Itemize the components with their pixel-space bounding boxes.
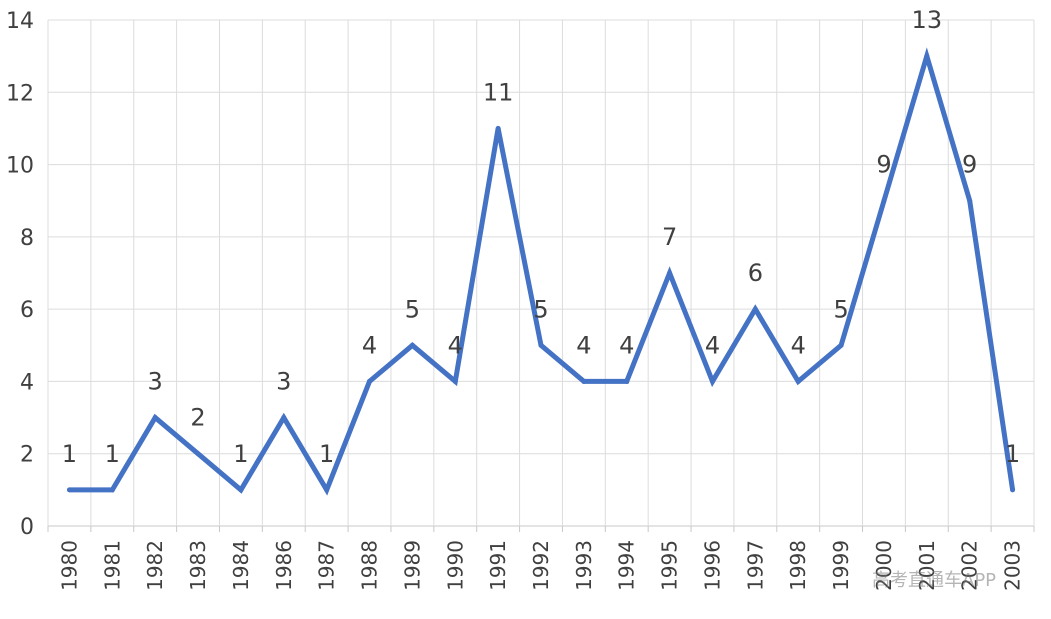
data-point [581,378,587,384]
data-point [795,378,801,384]
y-tick-label: 0 [20,515,34,540]
x-axis-ticks: 1980 1981 1982 1983 1984 1986 1987 1988 1989 1990… [57,540,1024,591]
x-tick-label: 2002 [958,540,982,591]
x-tick-label: 1997 [743,540,767,591]
data-label: 6 [748,259,763,287]
x-tick-label: 1987 [315,540,339,591]
data-point [924,53,930,59]
series-line [69,47,1016,496]
data-label: 2 [190,404,205,432]
data-label: 4 [791,331,806,359]
y-axis-ticks: 0 2 4 6 8 10 12 14 [6,9,34,540]
data-point [367,378,373,384]
x-tick-label: 1982 [143,540,167,591]
data-point [238,487,244,493]
x-tick-label: 2003 [1001,540,1025,591]
data-label: 11 [483,78,514,106]
x-tick-label: 1998 [786,540,810,591]
data-point [66,487,72,493]
data-point [752,306,758,312]
data-point [967,198,973,204]
x-tick-label: 1995 [658,540,682,591]
data-label: 1 [62,440,77,468]
y-tick-label: 12 [6,81,34,106]
x-tick-label: 1999 [829,540,853,591]
data-label: 7 [662,223,677,251]
x-tick-label: 1988 [358,540,382,591]
data-label: 5 [833,295,848,323]
data-point [409,342,415,348]
x-tick-label: 1984 [229,540,253,591]
y-tick-label: 4 [20,370,34,395]
y-tick-label: 10 [6,154,34,179]
data-point [109,487,115,493]
data-label: 3 [148,368,163,396]
data-label: 5 [533,295,548,323]
data-point [195,451,201,457]
data-label: 4 [619,331,634,359]
data-point [452,378,458,384]
data-point [667,270,673,276]
data-label: 4 [362,331,377,359]
data-point [1010,487,1016,493]
data-label: 9 [962,151,977,179]
x-tick-label: 2000 [872,540,896,591]
data-label: 1 [319,440,334,468]
data-point [624,378,630,384]
data-point [281,415,287,421]
x-tick-label: 1981 [100,540,124,591]
grid-lines [47,19,1035,532]
data-label: 13 [912,6,943,34]
data-point [538,342,544,348]
data-label: 1 [105,440,120,468]
y-tick-label: 14 [6,9,34,34]
data-point [324,487,330,493]
x-tick-label: 2001 [915,540,939,591]
y-tick-label: 8 [20,226,34,251]
data-label: 1 [233,440,248,468]
data-point [838,342,844,348]
data-label: 4 [576,331,591,359]
x-tick-label: 1994 [615,540,639,591]
x-tick-label: 1992 [529,540,553,591]
data-label: 1 [1005,440,1020,468]
series-group [66,47,1016,496]
x-tick-label: 1993 [572,540,596,591]
y-tick-label: 2 [20,443,34,468]
data-label: 5 [405,295,420,323]
x-tick-label: 1996 [700,540,724,591]
watermark-text: 高考直通车APP [872,570,997,591]
data-point [881,198,887,204]
data-label: 9 [876,151,891,179]
x-tick-label: 1983 [186,540,210,591]
y-tick-label: 6 [20,298,34,323]
x-tick-label: 1989 [400,540,424,591]
data-label: 4 [705,331,720,359]
data-point [495,125,501,131]
data-label: 4 [448,331,463,359]
data-label: 3 [276,368,291,396]
data-point [152,415,158,421]
x-tick-label: 1991 [486,540,510,591]
x-tick-label: 1980 [57,540,81,591]
x-tick-label: 1986 [272,540,296,591]
data-point [709,378,715,384]
x-tick-label: 1990 [443,540,467,591]
